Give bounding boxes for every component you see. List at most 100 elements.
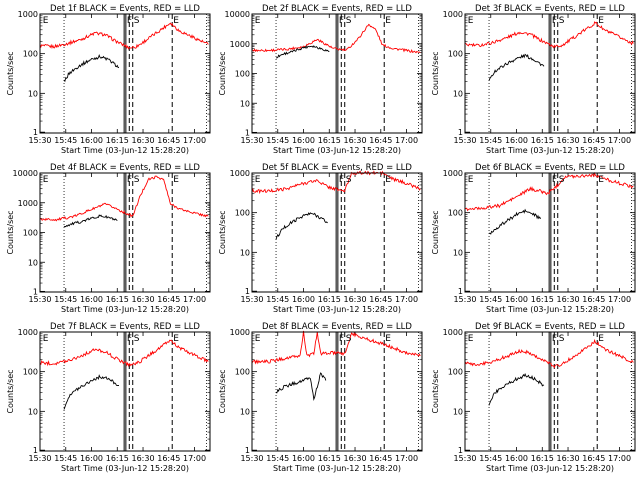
chart-panel: Det 6f BLACK = Events, RED = LLD Counts/s… xyxy=(431,163,636,314)
events-series-line xyxy=(275,44,330,59)
chart-title: Det 5f BLACK = Events, RED = LLD xyxy=(262,163,412,173)
x-tick-label: 15:30 xyxy=(28,295,51,304)
y-tick-label: 1000 xyxy=(443,10,463,19)
lld-series-line xyxy=(251,23,421,54)
x-tick-label: 15:30 xyxy=(28,454,51,463)
time-marker-letter: E xyxy=(43,334,49,344)
x-tick-label: 16:15 xyxy=(318,454,341,463)
lld-series-line xyxy=(464,171,634,212)
y-tick-label: 10 xyxy=(28,89,38,98)
events-series-line xyxy=(275,212,328,240)
y-tick-label: 10 xyxy=(240,407,250,416)
x-tick-label: 16:45 xyxy=(582,136,605,145)
x-tick-label: 15:45 xyxy=(266,295,289,304)
lld-series-line xyxy=(39,175,209,222)
x-tick-label: 17:00 xyxy=(183,295,206,304)
x-tick-label: 16:45 xyxy=(157,136,180,145)
y-tick-label: 10 xyxy=(453,407,463,416)
x-tick-label: 16:15 xyxy=(318,136,341,145)
x-tick-label: 15:30 xyxy=(240,295,263,304)
plot-frame xyxy=(251,172,423,293)
x-tick-label: 16:45 xyxy=(369,454,392,463)
time-marker-letter: E xyxy=(598,334,604,344)
y-axis-label: Counts/sec xyxy=(431,51,440,95)
x-tick-label: 16:15 xyxy=(106,295,129,304)
events-series-line xyxy=(63,54,120,83)
time-marker-letter: E xyxy=(173,334,179,344)
x-tick-label: 16:30 xyxy=(556,295,579,304)
x-tick-label: 16:45 xyxy=(369,136,392,145)
x-tick-label: 15:30 xyxy=(240,136,263,145)
x-tick-label: 16:15 xyxy=(106,454,129,463)
x-axis-label: Start Time (03-Jun-12 15:28:20) xyxy=(486,464,614,473)
chart-title: Det 1f BLACK = Events, RED = LLD xyxy=(50,4,200,14)
x-tick-label: 15:30 xyxy=(240,454,263,463)
x-tick-label: 15:45 xyxy=(54,454,77,463)
x-tick-label: 16:00 xyxy=(80,454,103,463)
y-tick-label: 1000 xyxy=(18,328,38,337)
x-tick-label: 16:30 xyxy=(131,295,154,304)
chart-panel: Det 5f BLACK = Events, RED = LLD Counts/s… xyxy=(218,163,423,314)
x-tick-label: 16:00 xyxy=(80,295,103,304)
plot-frame xyxy=(464,172,636,293)
chart-title: Det 4f BLACK = Events, RED = LLD xyxy=(50,163,200,173)
time-marker-letter: F xyxy=(339,16,344,26)
y-tick-label: 10 xyxy=(240,99,250,108)
x-tick-label: 17:00 xyxy=(608,295,631,304)
events-series-line xyxy=(63,374,120,410)
x-tick-label: 16:30 xyxy=(343,136,366,145)
chart-panel: Det 4f BLACK = Events, RED = LLD Counts/s… xyxy=(6,163,211,314)
x-tick-label: 15:45 xyxy=(479,295,502,304)
plot-frame xyxy=(464,13,636,134)
time-marker-letter: S xyxy=(134,175,140,185)
x-tick-label: 15:45 xyxy=(54,295,77,304)
chart-panel: Det 3f BLACK = Events, RED = LLD Counts/s… xyxy=(431,4,636,155)
time-marker-letter: S xyxy=(346,16,352,26)
y-tick-label: 1000 xyxy=(18,199,38,208)
plot-frame xyxy=(464,331,636,452)
x-tick-label: 16:00 xyxy=(505,295,528,304)
time-marker-letter: F xyxy=(552,175,557,185)
y-tick-label: 100 xyxy=(23,229,38,238)
time-marker-letter: F xyxy=(552,16,557,26)
y-tick-label: 100 xyxy=(235,209,250,218)
x-axis-label: Start Time (03-Jun-12 15:28:20) xyxy=(273,305,401,314)
plot-frame xyxy=(39,331,211,452)
y-tick-label: 100 xyxy=(448,209,463,218)
y-tick-label: 100 xyxy=(235,70,250,79)
y-tick-label: 100 xyxy=(448,50,463,59)
time-marker-letter: E xyxy=(255,16,261,26)
y-tick-label: 10 xyxy=(240,248,250,257)
y-tick-label: 1 xyxy=(458,287,463,296)
x-tick-label: 15:30 xyxy=(453,136,476,145)
lld-series-line xyxy=(39,22,209,50)
chart-panel: Det 2f BLACK = Events, RED = LLD Counts/s… xyxy=(218,4,423,155)
events-series-line xyxy=(488,372,545,406)
lld-series-line xyxy=(39,339,209,367)
y-tick-label: 10000 xyxy=(225,10,250,19)
y-axis-label: Counts/sec xyxy=(218,210,227,254)
y-axis-label: Counts/sec xyxy=(6,51,15,95)
x-axis-label: Start Time (03-Jun-12 15:28:20) xyxy=(273,146,401,155)
chart-panel: Det 9f BLACK = Events, RED = LLD Counts/s… xyxy=(431,322,636,473)
time-marker-letter: E xyxy=(598,175,604,185)
time-marker-letter: S xyxy=(559,16,565,26)
time-marker-letter: E xyxy=(173,175,179,185)
chart-title: Det 9f BLACK = Events, RED = LLD xyxy=(475,322,625,332)
x-tick-label: 17:00 xyxy=(608,136,631,145)
chart-panel: Det 7f BLACK = Events, RED = LLD Counts/s… xyxy=(6,322,211,473)
x-tick-label: 16:45 xyxy=(157,454,180,463)
time-marker-letter: S xyxy=(134,16,140,26)
x-tick-label: 16:15 xyxy=(318,295,341,304)
x-tick-label: 15:30 xyxy=(28,136,51,145)
chart-title: Det 7f BLACK = Events, RED = LLD xyxy=(50,322,200,332)
chart-title: Det 6f BLACK = Events, RED = LLD xyxy=(475,163,625,173)
y-tick-label: 10000 xyxy=(13,169,38,178)
y-tick-label: 1 xyxy=(33,446,38,455)
x-tick-label: 16:30 xyxy=(556,454,579,463)
time-marker-letter: S xyxy=(134,334,140,344)
events-series-line xyxy=(488,208,541,235)
x-tick-label: 17:00 xyxy=(395,136,418,145)
x-tick-label: 16:30 xyxy=(343,454,366,463)
y-tick-label: 1000 xyxy=(443,328,463,337)
